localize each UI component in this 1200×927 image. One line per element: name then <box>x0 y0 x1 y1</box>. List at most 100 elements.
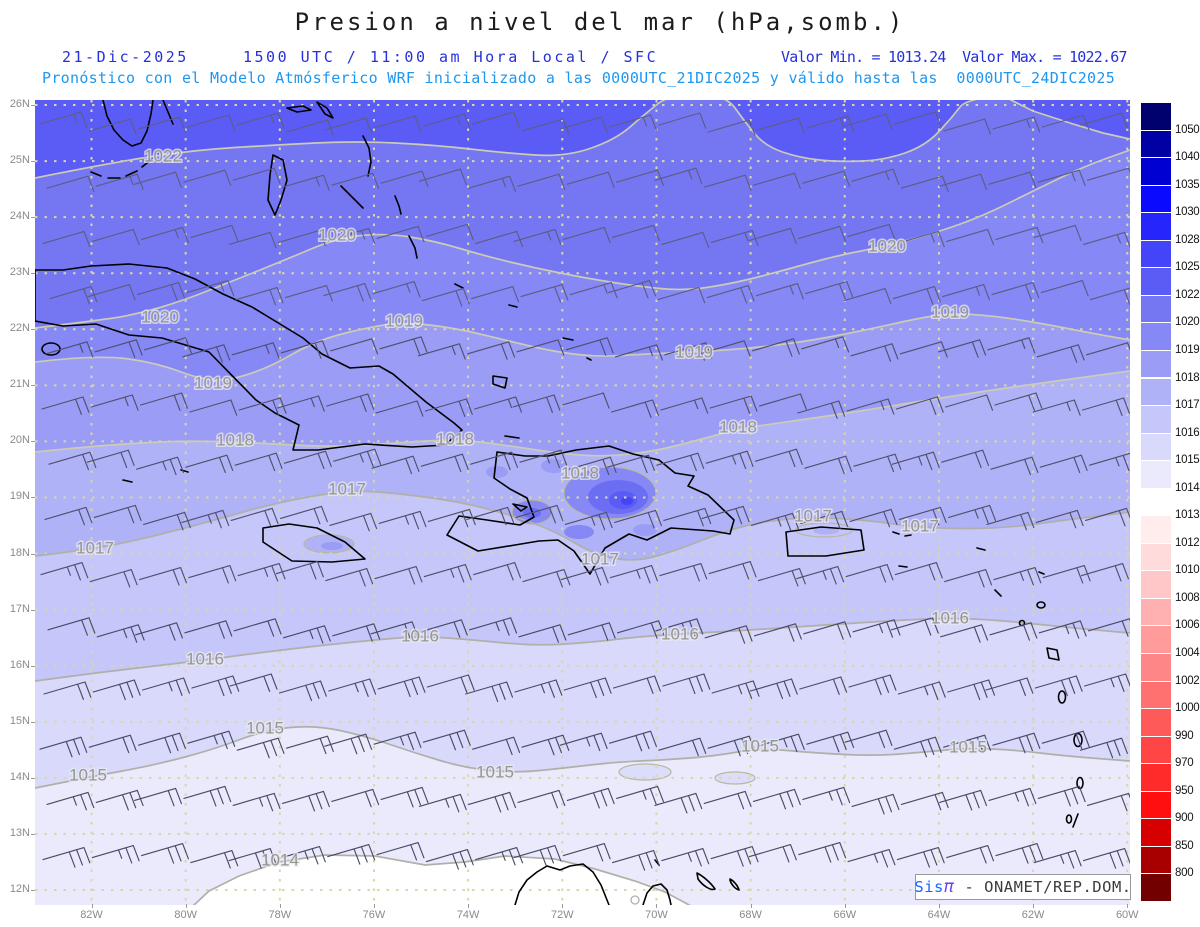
wind-barb-icon <box>1037 785 1086 807</box>
lon-tick <box>373 904 375 908</box>
valid-time-label: 1500 UTC / 11:00 am Hora Local / SFC <box>243 48 659 66</box>
wind-barb-icon <box>182 344 231 363</box>
colorbar-block <box>1141 846 1171 874</box>
wind-barb-icon <box>330 338 379 355</box>
wind-barb-icon <box>141 843 189 864</box>
wind-barb-icon <box>134 787 182 807</box>
wind-barb-icon <box>994 392 1043 411</box>
wind-barb-icon <box>849 508 898 528</box>
wind-barb-icon <box>1086 342 1130 356</box>
wind-barb-icon <box>1084 673 1130 692</box>
lat-tick <box>31 665 35 667</box>
contour-label: 1019 <box>931 302 969 321</box>
coastline <box>102 100 154 147</box>
wind-barb-icon <box>370 621 419 640</box>
wind-barb-icon <box>850 343 899 362</box>
wind-barb-icon <box>564 511 613 531</box>
colorbar-block <box>1141 213 1171 240</box>
lon-tick <box>656 904 658 908</box>
colorbar-label: 1030 <box>1175 206 1200 219</box>
wind-barb-icon <box>465 681 514 703</box>
wind-barb-icon <box>796 566 845 585</box>
coastline <box>696 872 716 891</box>
contour-label: 1017 <box>581 549 619 568</box>
coastline <box>122 479 133 483</box>
colorbar-block <box>1141 736 1171 764</box>
wind-barb-icon <box>896 847 945 868</box>
contour-label: 1015 <box>246 718 284 737</box>
wind-barb-icon <box>660 397 709 414</box>
contour-label: 1015 <box>949 737 987 756</box>
lat-tick <box>31 329 35 331</box>
wind-barb-icon <box>1080 737 1128 759</box>
wind-barb-icon <box>96 624 145 643</box>
wind-barb-icon <box>1038 620 1087 639</box>
wind-barb-icon <box>233 618 282 637</box>
island-outline <box>1073 732 1083 748</box>
lat-tick-label: 17N <box>9 602 30 615</box>
wind-barb-icon <box>186 280 235 297</box>
wind-barb-icon <box>47 617 96 636</box>
wind-barb-icon <box>560 567 609 586</box>
colorbar-block <box>1141 240 1171 268</box>
colorbar-label: 1008 <box>1175 591 1200 604</box>
wind-barb-icon <box>710 846 759 867</box>
wind-barb-icon <box>467 341 516 360</box>
wind-barb-icon <box>185 454 234 474</box>
colorbar-label: 1022 <box>1175 288 1200 301</box>
wind-barb-icon <box>1090 287 1130 306</box>
wind-barb-icon <box>373 731 422 751</box>
wind-barb-icon <box>87 284 136 301</box>
wind-barb-icon <box>748 844 797 863</box>
isobar-contour <box>35 313 1130 381</box>
wind-barb-icon <box>517 789 566 809</box>
wind-barb-icon <box>567 622 616 641</box>
wind-barb-icon <box>512 394 561 413</box>
colorbar-block <box>1141 461 1171 488</box>
terrain-pressure-patch <box>621 497 633 505</box>
wind-barb-icon <box>658 737 707 757</box>
wind-barb-icon <box>608 280 656 299</box>
wind-barb-icon <box>46 791 95 811</box>
wind-barb-icon <box>900 175 949 192</box>
coastline <box>892 531 912 537</box>
wind-barb-icon <box>654 167 703 184</box>
colorbar-label: 1010 <box>1175 564 1200 577</box>
wind-barb-icon <box>333 448 382 468</box>
wind-barb-icon <box>1085 507 1130 527</box>
colorbar-label: 1050 <box>1175 123 1200 136</box>
lon-tick-label: 62W <box>1021 909 1045 921</box>
wind-barb-icon <box>46 175 95 192</box>
wind-barb-icon <box>942 284 991 301</box>
wind-barb-icon <box>468 175 517 192</box>
wind-barb-icon <box>704 625 753 644</box>
date-label: 21-Dic-2025 <box>62 48 189 66</box>
wind-barb-icon <box>324 733 373 755</box>
wind-barb-icon <box>324 117 373 134</box>
wind-barb-icon <box>806 731 855 753</box>
wind-barb-icon <box>945 394 994 411</box>
coastline <box>898 565 908 568</box>
wind-barb-icon <box>417 343 466 360</box>
colorbar-label: 1040 <box>1175 151 1200 164</box>
colorbar-block <box>1141 516 1171 543</box>
wind-barb-icon <box>331 788 380 808</box>
wind-barb-icon <box>946 845 995 864</box>
wind-barb-icon <box>895 396 944 415</box>
lat-tick-label: 25N <box>9 154 30 167</box>
wind-barb-icon <box>236 737 285 759</box>
wind-barb-icon <box>943 118 992 135</box>
terrain-pressure-patch <box>486 466 508 478</box>
lat-tick-label: 15N <box>9 714 30 727</box>
wind-barb-icon <box>848 674 897 696</box>
wind-barb-icon <box>137 282 185 301</box>
wind-barb-icon <box>141 226 189 244</box>
wind-barb-icon <box>90 394 139 411</box>
wind-barb-icon <box>756 117 805 134</box>
wind-barb-icon <box>48 451 97 471</box>
wind-barb-icon <box>474 396 523 413</box>
wind-barb-icon <box>701 505 750 525</box>
colorbar-label: 1002 <box>1175 674 1200 687</box>
wind-barb-icon <box>609 730 657 752</box>
wind-barb-icon <box>987 337 1036 354</box>
